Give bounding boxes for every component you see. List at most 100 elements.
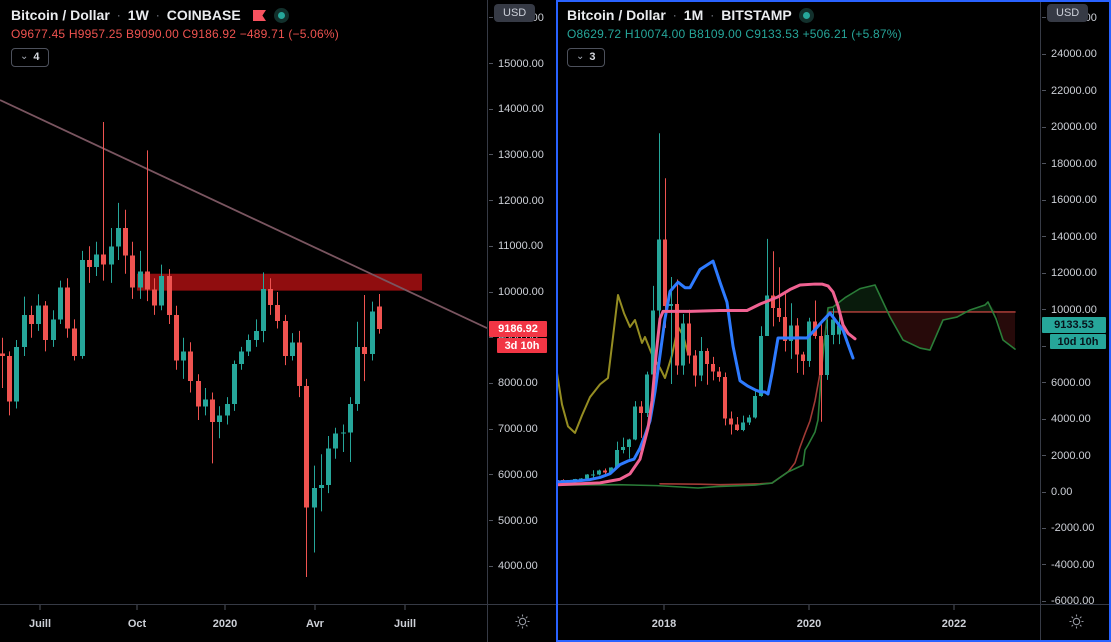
price-tick-label: 13000.00	[489, 148, 544, 162]
candle-body	[65, 287, 70, 329]
chart-legend-monthly: Bitcoin / Dollar · 1M · BITSTAMP O8629.72 H1…	[567, 7, 902, 67]
symbol-title[interactable]: Bitcoin / Dollar	[11, 7, 110, 23]
candle-body	[585, 474, 589, 479]
chart-plot	[557, 133, 1016, 489]
candle-body	[597, 470, 601, 475]
olive-ma-line	[557, 294, 689, 434]
candle-body	[717, 371, 721, 378]
legend-separator: ·	[155, 8, 160, 22]
symbol-title[interactable]: Bitcoin / Dollar	[567, 7, 666, 23]
brightness-icon[interactable]	[1068, 613, 1085, 635]
bar-countdown-label: 3d 10h	[497, 338, 547, 354]
candle-body	[645, 374, 649, 413]
candle-body	[807, 321, 811, 361]
price-axis-weekly[interactable]: 16000.0015000.0014000.0013000.0012000.00…	[487, 0, 550, 604]
currency-toggle-button[interactable]: USD	[1047, 4, 1089, 22]
interval-label[interactable]: 1M	[683, 7, 704, 23]
time-axis-monthly[interactable]: 2018 2020 2022	[556, 604, 1040, 642]
candle-body	[603, 470, 607, 473]
legend-separator: ·	[710, 8, 715, 22]
candle-body	[615, 450, 619, 468]
indicator-count: 4	[33, 51, 40, 63]
time-tick-mark	[314, 605, 316, 610]
candle-body	[51, 319, 56, 340]
interval-label[interactable]: 1W	[127, 7, 149, 23]
price-tick-label: 6000.00	[489, 468, 538, 482]
candle-body	[254, 330, 259, 340]
price-tick-label: 18000.00	[1042, 157, 1097, 171]
candle-body	[43, 305, 48, 340]
indicators-collapse-button[interactable]: ⌄ 4	[11, 48, 49, 67]
candle-body	[777, 308, 781, 318]
indicator-fill-area	[888, 311, 965, 351]
time-axis-weekly[interactable]: Juill Oct 2020 Avr Juill	[0, 604, 487, 642]
price-tick-label: 20000.00	[1042, 120, 1097, 134]
indicator-fill-area	[828, 284, 888, 312]
candle-body	[261, 288, 266, 331]
candle-body	[101, 254, 106, 265]
candle-body	[174, 314, 179, 361]
candle-body	[753, 395, 757, 418]
indicators-collapse-button[interactable]: ⌄ 3	[567, 48, 605, 67]
candle-body	[783, 317, 787, 341]
exchange-label[interactable]: COINBASE	[166, 7, 241, 23]
price-tick-label: 0.00	[1042, 485, 1072, 499]
candle-body	[579, 478, 583, 480]
candle-body	[711, 364, 715, 372]
candle-body	[72, 328, 77, 356]
candle-body	[675, 304, 679, 366]
indicator-fill-area	[996, 311, 1015, 350]
candle-body	[621, 446, 625, 451]
exchange-label[interactable]: BITSTAMP	[721, 7, 792, 23]
resistance-zone-drawing[interactable]	[137, 273, 422, 291]
trendline-drawing[interactable]	[0, 99, 487, 329]
price-tick-label: 4000.00	[489, 559, 538, 573]
chart-panel-monthly[interactable]: Bitcoin / Dollar · 1M · BITSTAMP O8629.72 H1…	[556, 0, 1111, 642]
candle-body	[123, 228, 128, 256]
time-tick-mark	[953, 605, 955, 610]
legend-separator: ·	[672, 8, 677, 22]
candle-body	[14, 346, 19, 402]
candle-body	[109, 246, 114, 265]
chart-panel-weekly[interactable]: Bitcoin / Dollar · 1W · COINBASE O9677.45 H9…	[0, 0, 557, 642]
data-connection-status-icon[interactable]	[273, 7, 289, 23]
chart-plot	[0, 99, 487, 577]
price-tick-label: 24000.00	[1042, 47, 1097, 61]
green-ma-line	[557, 284, 1016, 489]
candle-body	[627, 439, 631, 447]
price-tick-label: 2000.00	[1042, 449, 1091, 463]
candle-body	[795, 325, 799, 355]
time-tick-label: 2020	[212, 617, 238, 630]
brightness-icon[interactable]	[514, 613, 531, 635]
candle-body	[741, 422, 745, 430]
time-tick-mark	[224, 605, 226, 610]
blue-ma-line	[557, 259, 855, 484]
candle-body	[130, 255, 135, 288]
flag-icon[interactable]	[252, 9, 267, 22]
price-tick-label: 8000.00	[489, 376, 538, 390]
maroon-ma-line	[659, 311, 1016, 486]
price-tick-label: 10000.00	[489, 285, 544, 299]
candle-body	[297, 342, 302, 387]
legend-separator: ·	[116, 8, 121, 22]
price-axis-monthly[interactable]: 26000.0024000.0022000.0020000.0018000.00…	[1040, 0, 1109, 607]
price-tick-label: 15000.00	[489, 57, 544, 71]
data-connection-status-icon[interactable]	[798, 7, 814, 23]
candle-body	[232, 364, 237, 404]
candle-body	[181, 351, 186, 361]
ohlc-values: O9677.45 H9957.25 B9090.00 C9186.92 −489…	[11, 27, 339, 41]
candles-series	[557, 133, 841, 483]
candle-body	[377, 306, 382, 330]
candle-body	[729, 418, 733, 425]
candle-body	[759, 336, 763, 396]
price-tick-label: 22000.00	[1042, 84, 1097, 98]
candle-body	[58, 287, 63, 320]
price-chart-canvas-monthly[interactable]	[557, 0, 1041, 604]
time-tick-label: Oct	[127, 617, 147, 630]
candle-body	[319, 484, 324, 489]
time-tick-label: Avr	[306, 617, 324, 630]
price-chart-canvas-weekly[interactable]	[0, 0, 487, 604]
candle-body	[591, 474, 595, 476]
currency-toggle-button[interactable]: USD	[494, 4, 536, 22]
